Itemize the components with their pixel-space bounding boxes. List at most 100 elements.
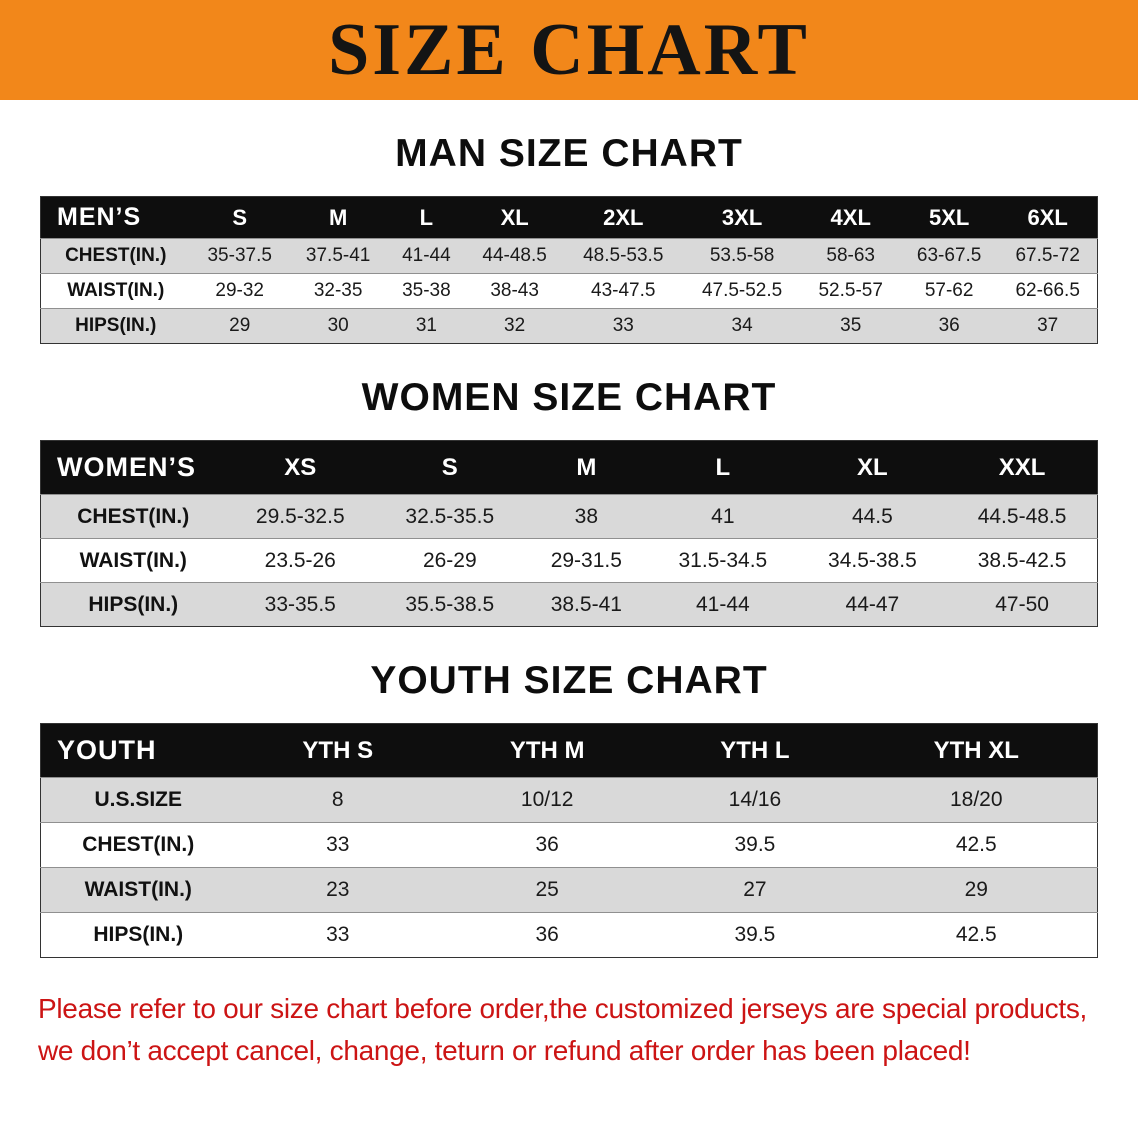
size-header-cell: 4XL — [801, 196, 900, 239]
value-cell: 29 — [855, 867, 1098, 913]
value-cell: 44.5 — [797, 494, 948, 539]
value-cell: 41-44 — [648, 582, 798, 627]
size-header-cell: 2XL — [563, 196, 683, 239]
value-cell: 62-66.5 — [998, 273, 1098, 309]
size-chart-page: SIZE CHART MAN SIZE CHART MEN’S S M L XL 2XL 3X… — [0, 0, 1138, 1072]
size-header-cell: L — [648, 440, 798, 495]
value-cell: 43-47.5 — [563, 273, 683, 309]
value-cell: 44-48.5 — [465, 238, 564, 274]
value-cell: 53.5-58 — [682, 238, 802, 274]
value-cell: 37.5-41 — [288, 238, 388, 274]
value-cell: 35.5-38.5 — [375, 582, 525, 627]
value-cell: 36 — [440, 912, 655, 958]
value-cell: 36 — [899, 308, 999, 344]
value-cell: 37 — [998, 308, 1098, 344]
table-row: HIPS(IN.) 33 36 39.5 42.5 — [40, 912, 1098, 958]
size-header-cell: S — [375, 440, 525, 495]
table-title-cell: YOUTH — [40, 723, 236, 778]
value-cell: 33-35.5 — [225, 582, 376, 627]
size-header-cell: XXL — [947, 440, 1098, 495]
value-cell: 23 — [235, 867, 440, 913]
table-header-row: MEN’S S M L XL 2XL 3XL 4XL 5XL 6XL — [40, 196, 1098, 239]
value-cell: 33 — [563, 308, 683, 344]
value-cell: 31 — [387, 308, 466, 344]
value-cell: 29 — [190, 308, 289, 344]
value-cell: 33 — [235, 912, 440, 958]
table-title-cell: MEN’S — [40, 196, 191, 239]
size-header-cell: 6XL — [998, 196, 1098, 239]
size-header-cell: 3XL — [682, 196, 802, 239]
size-header-cell: S — [190, 196, 289, 239]
row-label-cell: CHEST(IN.) — [40, 822, 236, 868]
value-cell: 38 — [524, 494, 649, 539]
value-cell: 41 — [648, 494, 798, 539]
value-cell: 41-44 — [387, 238, 466, 274]
section-women: WOMEN SIZE CHART WOMEN’S XS S M L XL XXL CHEST(I… — [0, 376, 1138, 627]
table-row: WAIST(IN.) 29-32 32-35 35-38 38-43 43-47.5 47.… — [40, 273, 1098, 309]
value-cell: 38.5-42.5 — [947, 538, 1098, 583]
size-header-cell: 5XL — [899, 196, 999, 239]
row-label-cell: CHEST(IN.) — [40, 238, 191, 274]
table-row: WAIST(IN.) 23.5-26 26-29 29-31.5 31.5-34.5 34… — [40, 538, 1098, 583]
value-cell: 29-32 — [190, 273, 289, 309]
value-cell: 35-37.5 — [190, 238, 289, 274]
section-men: MAN SIZE CHART MEN’S S M L XL 2XL 3XL 4XL 5XL 6XL C… — [0, 132, 1138, 344]
table-row: CHEST(IN.) 35-37.5 37.5-41 41-44 44-48.5 48.5… — [40, 238, 1098, 274]
value-cell: 39.5 — [654, 822, 856, 868]
disclaimer-line-1: Please refer to our size chart before or… — [38, 993, 1088, 1024]
size-header-cell: XL — [797, 440, 948, 495]
size-header-cell: XL — [465, 196, 564, 239]
size-header-cell: YTH M — [440, 723, 655, 778]
value-cell: 26-29 — [375, 538, 525, 583]
size-header-cell: YTH S — [235, 723, 440, 778]
value-cell: 30 — [288, 308, 388, 344]
value-cell: 31.5-34.5 — [648, 538, 798, 583]
value-cell: 58-63 — [801, 238, 900, 274]
value-cell: 47-50 — [947, 582, 1098, 627]
value-cell: 63-67.5 — [899, 238, 999, 274]
table-header-row: WOMEN’S XS S M L XL XXL — [40, 440, 1098, 495]
section-heading-women: WOMEN SIZE CHART — [361, 376, 777, 419]
disclaimer: Please refer to our size chart before or… — [38, 988, 1100, 1072]
value-cell: 48.5-53.5 — [563, 238, 683, 274]
value-cell: 67.5-72 — [998, 238, 1098, 274]
youth-size-table: YOUTH YTH S YTH M YTH L YTH XL U.S.SIZE 8 10/12… — [40, 723, 1098, 958]
size-header-cell: XS — [225, 440, 376, 495]
value-cell: 25 — [440, 867, 655, 913]
value-cell: 33 — [235, 822, 440, 868]
value-cell: 36 — [440, 822, 655, 868]
value-cell: 32 — [465, 308, 564, 344]
value-cell: 27 — [654, 867, 856, 913]
table-row: CHEST(IN.) 33 36 39.5 42.5 — [40, 822, 1098, 868]
table-title-cell: WOMEN’S — [40, 440, 226, 495]
size-header-cell: M — [288, 196, 388, 239]
value-cell: 34 — [682, 308, 802, 344]
sections-container: MAN SIZE CHART MEN’S S M L XL 2XL 3XL 4XL 5XL 6XL C… — [0, 132, 1138, 958]
value-cell: 23.5-26 — [225, 538, 376, 583]
row-label-cell: U.S.SIZE — [40, 777, 236, 823]
size-header-cell: M — [524, 440, 649, 495]
value-cell: 35 — [801, 308, 900, 344]
value-cell: 52.5-57 — [801, 273, 900, 309]
banner: SIZE CHART — [0, 0, 1138, 100]
row-label-cell: WAIST(IN.) — [40, 538, 226, 583]
women-size-table: WOMEN’S XS S M L XL XXL CHEST(IN.) 29.5-32.5 32.5… — [40, 440, 1098, 627]
disclaimer-line-2: we don’t accept cancel, change, teturn o… — [38, 1035, 971, 1066]
value-cell: 35-38 — [387, 273, 466, 309]
row-label-cell: HIPS(IN.) — [40, 308, 191, 344]
size-header-cell: YTH L — [654, 723, 856, 778]
table-row: WAIST(IN.) 23 25 27 29 — [40, 867, 1098, 913]
row-label-cell: WAIST(IN.) — [40, 867, 236, 913]
value-cell: 38.5-41 — [524, 582, 649, 627]
value-cell: 29.5-32.5 — [225, 494, 376, 539]
value-cell: 57-62 — [899, 273, 999, 309]
value-cell: 47.5-52.5 — [682, 273, 802, 309]
value-cell: 44-47 — [797, 582, 948, 627]
value-cell: 42.5 — [855, 822, 1098, 868]
value-cell: 32.5-35.5 — [375, 494, 525, 539]
table-row: HIPS(IN.) 33-35.5 35.5-38.5 38.5-41 41-44 44-… — [40, 582, 1098, 627]
value-cell: 8 — [235, 777, 440, 823]
table-row: U.S.SIZE 8 10/12 14/16 18/20 — [40, 777, 1098, 823]
row-label-cell: WAIST(IN.) — [40, 273, 191, 309]
value-cell: 44.5-48.5 — [947, 494, 1098, 539]
